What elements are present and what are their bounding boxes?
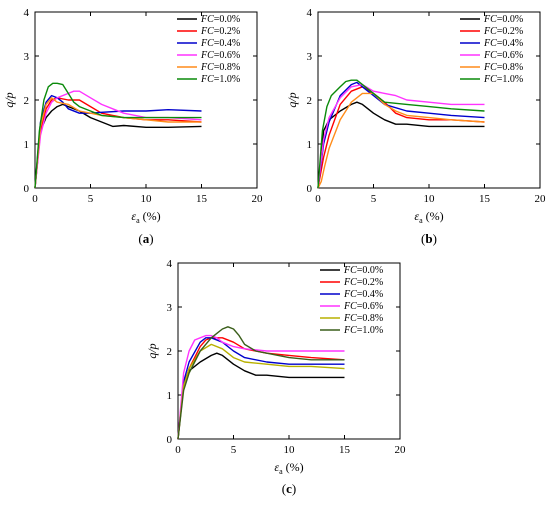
series-line-3 (177, 337, 345, 440)
x-axis-label: εa (%) (274, 460, 303, 476)
series-line-2 (177, 337, 345, 440)
legend-entry-3: FC=0.4% (200, 38, 240, 49)
series-line-1 (177, 352, 345, 440)
x-tick-label: 5 (371, 193, 377, 205)
legend-entry-5: FC=0.8% (343, 313, 383, 324)
y-tick-label: 4 (307, 7, 313, 19)
y-tick-label: 0 (24, 183, 30, 195)
x-tick-label: 0 (32, 193, 38, 205)
x-tick-label: 20 (395, 444, 407, 456)
x-tick-label: 0 (315, 193, 321, 205)
y-tick-label: 3 (307, 51, 313, 63)
y-tick-label: 4 (167, 258, 173, 270)
y-tick-label: 1 (307, 139, 313, 151)
x-tick-label: 10 (141, 193, 153, 205)
panel-label: (c) (282, 481, 296, 496)
legend-entry-1: FC=0.0% (483, 14, 523, 25)
x-tick-label: 15 (479, 193, 491, 205)
legend-entry-2: FC=0.2% (343, 277, 383, 288)
x-tick-label: 5 (88, 193, 94, 205)
y-tick-label: 0 (307, 183, 313, 195)
y-tick-label: 3 (167, 302, 173, 314)
y-tick-label: 1 (24, 139, 30, 151)
y-axis-label: q/p (145, 343, 159, 358)
legend-entry-2: FC=0.2% (200, 26, 240, 37)
series-line-4 (177, 334, 345, 440)
y-tick-label: 2 (167, 346, 173, 358)
series-line-6 (34, 82, 202, 189)
legend-entry-3: FC=0.4% (343, 289, 383, 300)
y-axis-label: q/p (285, 92, 299, 107)
y-tick-label: 0 (167, 434, 173, 446)
y-tick-label: 2 (307, 95, 313, 107)
series-line-4 (34, 90, 202, 189)
legend-entry-1: FC=0.0% (343, 265, 383, 276)
panel-label: (b) (421, 231, 437, 246)
x-tick-label: 20 (252, 193, 264, 205)
x-tick-label: 15 (339, 444, 351, 456)
panel-label: (a) (138, 231, 153, 246)
legend-entry-4: FC=0.6% (343, 301, 383, 312)
legend-entry-3: FC=0.4% (483, 38, 523, 49)
y-tick-label: 2 (24, 95, 30, 107)
x-tick-label: 10 (424, 193, 436, 205)
legend-entry-6: FC=1.0% (200, 74, 240, 85)
series-line-5 (317, 92, 485, 189)
legend-entry-2: FC=0.2% (483, 26, 523, 37)
series-line-3 (34, 94, 202, 189)
x-tick-label: 0 (175, 444, 181, 456)
legend-entry-5: FC=0.8% (200, 62, 240, 73)
legend-entry-4: FC=0.6% (200, 50, 240, 61)
x-tick-label: 10 (284, 444, 296, 456)
x-axis-label: εa (%) (131, 209, 160, 225)
series-line-5 (34, 97, 202, 189)
series-line-6 (177, 326, 345, 440)
legend-entry-4: FC=0.6% (483, 50, 523, 61)
legend-entry-6: FC=1.0% (343, 325, 383, 336)
series-line-6 (317, 79, 485, 189)
x-tick-label: 20 (535, 193, 547, 205)
series-line-3 (317, 81, 485, 189)
legend-entry-6: FC=1.0% (483, 74, 523, 85)
x-axis-label: εa (%) (414, 209, 443, 225)
y-tick-label: 3 (24, 51, 30, 63)
y-axis-label: q/p (2, 92, 16, 107)
x-tick-label: 15 (196, 193, 208, 205)
x-tick-label: 5 (231, 444, 237, 456)
y-tick-label: 1 (167, 390, 173, 402)
series-line-2 (317, 86, 485, 189)
legend-entry-5: FC=0.8% (483, 62, 523, 73)
series-line-4 (317, 83, 485, 189)
legend-entry-1: FC=0.0% (200, 14, 240, 25)
series-line-5 (177, 343, 345, 440)
y-tick-label: 4 (24, 7, 30, 19)
